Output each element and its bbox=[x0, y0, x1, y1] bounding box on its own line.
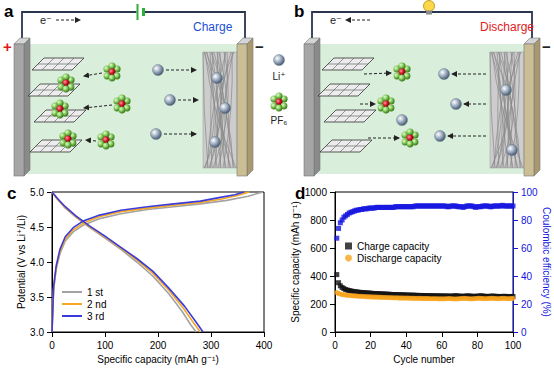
svg-text:4.5: 4.5 bbox=[30, 222, 44, 233]
svg-text:60: 60 bbox=[436, 340, 448, 351]
svg-text:80: 80 bbox=[472, 340, 484, 351]
svg-text:0: 0 bbox=[332, 340, 338, 351]
svg-text:80: 80 bbox=[521, 215, 533, 226]
svg-text:4.0: 4.0 bbox=[30, 257, 44, 268]
svg-text:3 rd: 3 rd bbox=[87, 311, 104, 322]
svg-text:c: c bbox=[7, 184, 16, 203]
svg-text:400: 400 bbox=[310, 271, 327, 282]
svg-text:0: 0 bbox=[49, 340, 55, 351]
svg-text:20: 20 bbox=[365, 340, 377, 351]
svg-text:5.0: 5.0 bbox=[30, 187, 44, 198]
svg-text:Discharge: Discharge bbox=[480, 20, 534, 34]
svg-text:Cycle number: Cycle number bbox=[393, 354, 455, 365]
svg-text:600: 600 bbox=[310, 243, 327, 254]
svg-text:200: 200 bbox=[310, 299, 327, 310]
svg-text:Charge: Charge bbox=[193, 20, 233, 34]
svg-text:b: b bbox=[294, 2, 304, 21]
svg-text:40: 40 bbox=[401, 340, 413, 351]
svg-text:800: 800 bbox=[310, 215, 327, 226]
svg-text:40: 40 bbox=[521, 271, 533, 282]
svg-text:PF₆: PF₆ bbox=[271, 115, 288, 126]
svg-text:3.0: 3.0 bbox=[30, 327, 44, 338]
svg-text:100: 100 bbox=[97, 340, 114, 351]
svg-text:−: − bbox=[542, 38, 551, 55]
svg-text:20: 20 bbox=[521, 299, 533, 310]
svg-text:60: 60 bbox=[521, 243, 533, 254]
svg-text:1 st: 1 st bbox=[87, 287, 103, 298]
svg-text:Coulombic efficiency (%): Coulombic efficiency (%) bbox=[541, 207, 552, 317]
svg-text:e⁻: e⁻ bbox=[40, 14, 52, 26]
svg-text:2 nd: 2 nd bbox=[87, 299, 106, 310]
svg-text:0: 0 bbox=[521, 327, 527, 338]
svg-text:e⁻: e⁻ bbox=[330, 14, 342, 26]
svg-text:+: + bbox=[3, 38, 12, 55]
svg-text:300: 300 bbox=[203, 340, 220, 351]
svg-text:Li⁺: Li⁺ bbox=[272, 71, 285, 82]
svg-text:0: 0 bbox=[321, 327, 327, 338]
svg-text:400: 400 bbox=[256, 340, 273, 351]
svg-text:Specific capacity (mAh g⁻¹): Specific capacity (mAh g⁻¹) bbox=[290, 201, 301, 322]
svg-text:d: d bbox=[295, 184, 305, 203]
svg-text:100: 100 bbox=[505, 340, 522, 351]
svg-text:Potential (V vs Li⁺/Li): Potential (V vs Li⁺/Li) bbox=[16, 215, 27, 309]
svg-text:100: 100 bbox=[521, 187, 538, 198]
svg-text:Specific capacity (mAh g⁻¹): Specific capacity (mAh g⁻¹) bbox=[97, 354, 218, 365]
svg-text:3.5: 3.5 bbox=[30, 292, 44, 303]
svg-text:a: a bbox=[4, 2, 14, 21]
svg-text:−: − bbox=[255, 38, 264, 55]
svg-text:1000: 1000 bbox=[305, 187, 328, 198]
svg-text:Discharge capacity: Discharge capacity bbox=[357, 253, 441, 264]
svg-text:Charge capacity: Charge capacity bbox=[357, 241, 429, 252]
svg-text:200: 200 bbox=[150, 340, 167, 351]
